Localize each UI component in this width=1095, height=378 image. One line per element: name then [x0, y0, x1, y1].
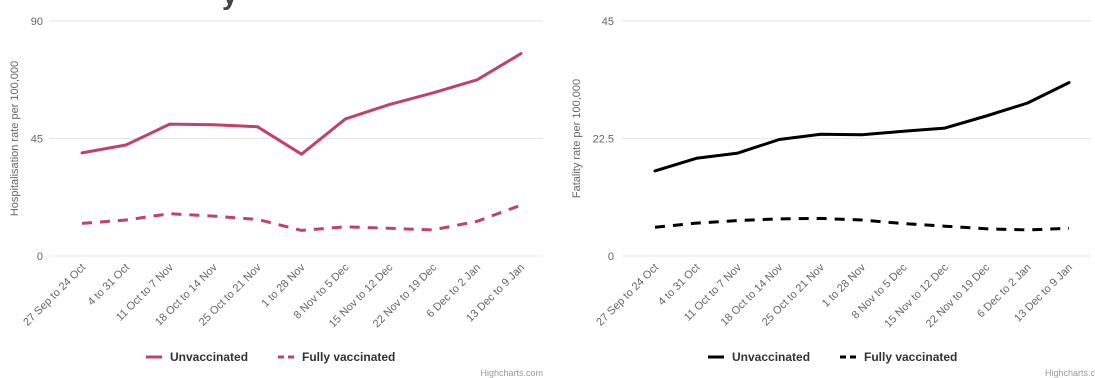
- x-tick-label: 4 to 31 Oct: [85, 262, 132, 309]
- credit-link[interactable]: Highcharts.c: [1045, 368, 1095, 378]
- y-tick-label: 45: [602, 16, 614, 28]
- x-tick-label: 27 Sep to 24 Oct: [21, 262, 88, 329]
- y-tick-label: 0: [37, 251, 43, 263]
- legend-item-fully-vaccinated[interactable]: Fully vaccinated: [278, 350, 395, 364]
- hospitalisation-chart-svg: 0 45 90 Hospitalisation rate per 100,000 27 …: [9, 0, 543, 378]
- legend: Unvaccinated Fully vaccinated: [708, 350, 957, 364]
- chart-title-fragment: y: [222, 0, 238, 10]
- series-line-unvaccinated[interactable]: [653, 81, 1071, 173]
- y-tick-label: 90: [31, 16, 43, 28]
- legend-label: Unvaccinated: [732, 350, 810, 364]
- y-axis-title: Fatality rate per 100,000: [571, 79, 583, 198]
- legend: Unvaccinated Fully vaccinated: [146, 350, 395, 364]
- series-line-fully-vaccinated[interactable]: [654, 216, 1070, 232]
- legend-label: Unvaccinated: [170, 350, 248, 364]
- fatality-chart-svg: 0 22.5 45 Fatality rate per 100,000 27 Sep t…: [571, 16, 1095, 378]
- x-tick-label: 27 Sep to 24 Oct: [594, 262, 661, 329]
- legend-item-unvaccinated[interactable]: Unvaccinated: [146, 350, 248, 364]
- y-axis-title: Hospitalisation rate per 100,000: [9, 61, 21, 216]
- y-tick-label: 22.5: [593, 134, 614, 146]
- series-line-fully-vaccinated[interactable]: [81, 203, 522, 232]
- legend-label: Fully vaccinated: [302, 350, 395, 364]
- legend-item-fully-vaccinated[interactable]: Fully vaccinated: [840, 350, 957, 364]
- credit-link[interactable]: Highcharts.com: [480, 368, 543, 378]
- series-line-unvaccinated[interactable]: [80, 52, 523, 156]
- legend-label: Fully vaccinated: [864, 350, 957, 364]
- legend-item-unvaccinated[interactable]: Unvaccinated: [708, 350, 810, 364]
- fatality-chart: 0 22.5 45 Fatality rate per 100,000 27 Sep t…: [548, 0, 1095, 378]
- y-tick-label: 45: [31, 134, 43, 146]
- y-tick-label: 0: [608, 251, 614, 263]
- hospitalisation-chart: 0 45 90 Hospitalisation rate per 100,000 27 …: [9, 0, 543, 378]
